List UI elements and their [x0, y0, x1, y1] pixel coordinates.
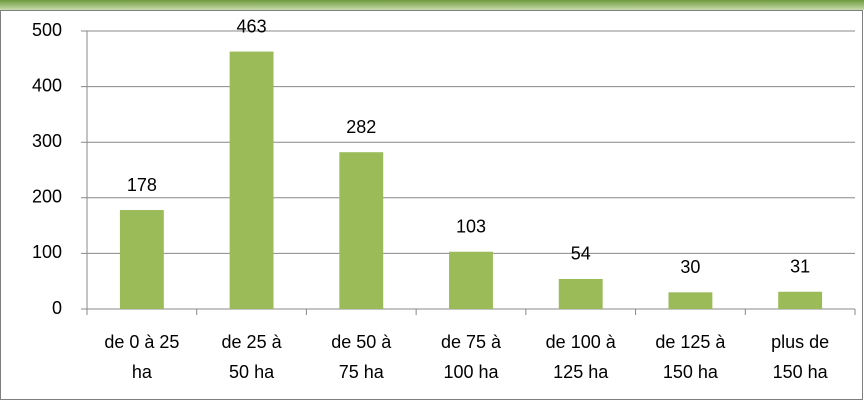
value-label: 54 — [571, 244, 591, 264]
value-label: 178 — [127, 175, 157, 195]
bar — [778, 291, 823, 309]
bar — [339, 152, 384, 309]
x-tick-label: de 25 à 50 ha — [222, 332, 283, 382]
bar — [558, 278, 603, 309]
x-tick-label: de 0 à 25 ha — [104, 332, 179, 382]
x-tick-label: plus de 150 ha — [771, 332, 829, 382]
value-label: 103 — [456, 216, 486, 236]
value-label: 31 — [790, 257, 810, 277]
value-label: 30 — [680, 257, 700, 277]
y-tick-label: 200 — [32, 187, 62, 207]
x-tick-label: de 75 à 100 ha — [441, 332, 502, 382]
x-tick-label: de 100 à 125 ha — [546, 332, 617, 382]
top-strip — [0, 0, 864, 10]
bar — [668, 292, 713, 309]
x-tick-label: de 50 à 75 ha — [331, 332, 392, 382]
y-tick-label: 300 — [32, 131, 62, 151]
value-label: 282 — [346, 117, 376, 137]
y-tick-label: 500 — [32, 20, 62, 40]
y-tick-label: 100 — [32, 242, 62, 262]
bar — [229, 51, 274, 310]
value-label: 463 — [237, 16, 267, 36]
bar — [119, 210, 164, 309]
x-tick-label: de 125 à 150 ha — [655, 332, 726, 382]
y-tick-label: 400 — [32, 75, 62, 95]
bar — [449, 251, 493, 309]
y-tick-label: 0 — [52, 298, 62, 318]
